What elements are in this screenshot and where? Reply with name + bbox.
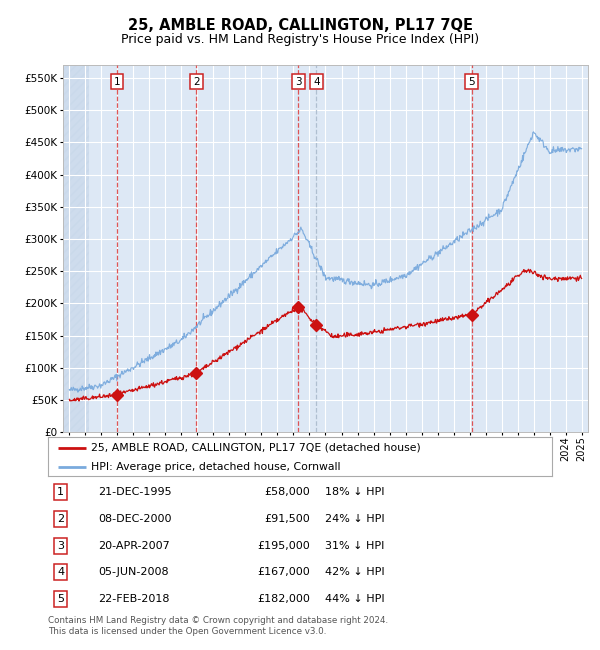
Text: 05-JUN-2008: 05-JUN-2008 xyxy=(98,567,169,577)
Text: £182,000: £182,000 xyxy=(257,594,310,604)
Text: £58,000: £58,000 xyxy=(265,488,310,497)
Text: 44% ↓ HPI: 44% ↓ HPI xyxy=(325,594,385,604)
Text: 21-DEC-1995: 21-DEC-1995 xyxy=(98,488,172,497)
Text: 1: 1 xyxy=(57,488,64,497)
Text: 20-APR-2007: 20-APR-2007 xyxy=(98,541,170,551)
Text: 18% ↓ HPI: 18% ↓ HPI xyxy=(325,488,385,497)
Text: 2: 2 xyxy=(57,514,64,524)
Text: 22-FEB-2018: 22-FEB-2018 xyxy=(98,594,170,604)
Text: 31% ↓ HPI: 31% ↓ HPI xyxy=(325,541,385,551)
Text: 08-DEC-2000: 08-DEC-2000 xyxy=(98,514,172,524)
Text: 4: 4 xyxy=(313,77,320,86)
Text: 24% ↓ HPI: 24% ↓ HPI xyxy=(325,514,385,524)
Text: 3: 3 xyxy=(295,77,302,86)
Text: 5: 5 xyxy=(469,77,475,86)
Text: 5: 5 xyxy=(57,594,64,604)
Text: 25, AMBLE ROAD, CALLINGTON, PL17 7QE: 25, AMBLE ROAD, CALLINGTON, PL17 7QE xyxy=(128,18,473,33)
Text: 42% ↓ HPI: 42% ↓ HPI xyxy=(325,567,385,577)
Text: 3: 3 xyxy=(57,541,64,551)
Text: £91,500: £91,500 xyxy=(265,514,310,524)
Text: 2: 2 xyxy=(193,77,200,86)
Text: 1: 1 xyxy=(113,77,120,86)
Text: HPI: Average price, detached house, Cornwall: HPI: Average price, detached house, Corn… xyxy=(91,462,340,472)
Text: Contains HM Land Registry data © Crown copyright and database right 2024.
This d: Contains HM Land Registry data © Crown c… xyxy=(48,616,388,636)
Text: Price paid vs. HM Land Registry's House Price Index (HPI): Price paid vs. HM Land Registry's House … xyxy=(121,32,479,46)
Text: 25, AMBLE ROAD, CALLINGTON, PL17 7QE (detached house): 25, AMBLE ROAD, CALLINGTON, PL17 7QE (de… xyxy=(91,443,421,452)
Text: £195,000: £195,000 xyxy=(257,541,310,551)
Text: £167,000: £167,000 xyxy=(257,567,310,577)
Bar xyxy=(61,65,89,432)
Text: 4: 4 xyxy=(57,567,64,577)
